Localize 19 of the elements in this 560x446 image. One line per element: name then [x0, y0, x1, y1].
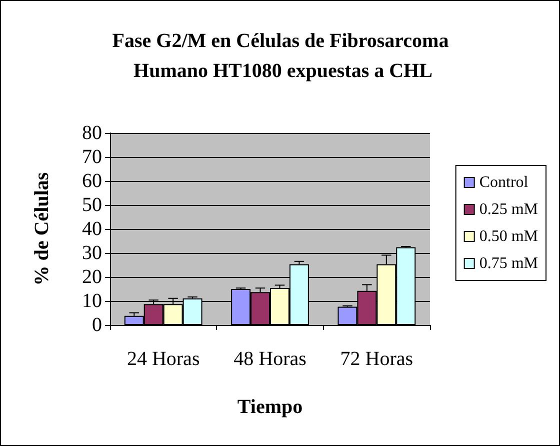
x-tick-label: 48 Horas — [234, 348, 307, 370]
y-tick-label: 20 — [82, 266, 102, 288]
y-axis-title: % de Células — [31, 172, 53, 286]
x-tick-label: 72 Horas — [340, 348, 414, 370]
y-tick-label: 0 — [92, 314, 102, 336]
y-tick-label: 70 — [82, 146, 102, 168]
legend-label: 0.75 mM — [479, 255, 538, 272]
chart-title: Fase G2/M en Células de Fibrosarcoma Humano HT1080 expuestas a CHL — [112, 30, 454, 82]
x-axis-title: Tiempo — [237, 396, 303, 418]
x-tick-label: 24 Horas — [126, 348, 200, 370]
y-tick-label: 10 — [82, 290, 102, 312]
y-tick-label: 50 — [82, 194, 102, 216]
y-tick-label: 40 — [82, 218, 102, 240]
legend-label: 0.25 mM — [479, 201, 538, 218]
legend-label: Control — [479, 174, 529, 191]
y-tick-label: 30 — [82, 242, 102, 264]
legend-label: 0.50 mM — [479, 228, 538, 245]
y-tick-label: 80 — [82, 122, 102, 144]
y-tick-label: 60 — [82, 170, 102, 192]
